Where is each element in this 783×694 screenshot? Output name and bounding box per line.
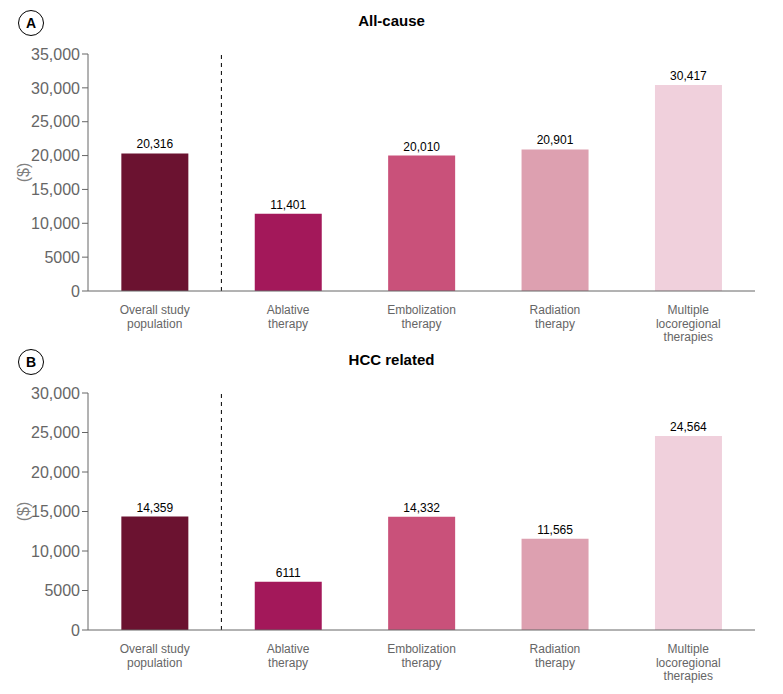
svg-text:11,565: 11,565	[537, 523, 573, 537]
svg-text:30,000: 30,000	[31, 80, 80, 97]
html-text:A: A	[25, 15, 37, 31]
html-text:All-cause: All-cause	[358, 12, 425, 29]
svg-text:Multiplelocoregionaltherapies: Multiplelocoregionaltherapies	[656, 642, 721, 684]
svg-text:20,901: 20,901	[537, 133, 574, 147]
svg-text:Radiationtherapy: Radiationtherapy	[530, 303, 581, 331]
html-text:B: B	[25, 354, 37, 370]
svg-text:14,332: 14,332	[403, 501, 440, 515]
svg-text:30,000: 30,000	[31, 385, 80, 402]
svg-text:10,000: 10,000	[31, 215, 80, 232]
svg-text:20,316: 20,316	[136, 137, 173, 151]
svg-text:Radiationtherapy: Radiationtherapy	[530, 642, 581, 670]
svg-text:35,000: 35,000	[31, 46, 80, 63]
svg-text:20,010: 20,010	[403, 140, 440, 154]
svg-text:0: 0	[71, 622, 80, 639]
svg-text:($): ($)	[15, 502, 32, 522]
svg-text:Overall studypopulation: Overall studypopulation	[120, 642, 190, 670]
svg-text:Ablativetherapy: Ablativetherapy	[267, 303, 310, 331]
svg-text:30,417: 30,417	[670, 69, 707, 83]
svg-text:14,359: 14,359	[136, 501, 173, 515]
svg-text:25,000: 25,000	[31, 113, 80, 130]
svg-text:Embolizationtherapy: Embolizationtherapy	[387, 642, 456, 670]
svg-text:($): ($)	[15, 163, 32, 183]
svg-text:25,000: 25,000	[31, 424, 80, 441]
svg-text:Ablativetherapy: Ablativetherapy	[267, 642, 310, 670]
svg-text:20,000: 20,000	[31, 147, 80, 164]
svg-text:Multiplelocoregionaltherapies: Multiplelocoregionaltherapies	[656, 303, 721, 345]
svg-text:6111: 6111	[276, 566, 301, 580]
svg-text:11,401: 11,401	[270, 198, 306, 212]
svg-text:24,564: 24,564	[670, 420, 707, 434]
svg-text:10,000: 10,000	[31, 543, 80, 560]
svg-text:20,000: 20,000	[31, 464, 80, 481]
html-text:HCC related: HCC related	[348, 351, 435, 368]
svg-text:15,000: 15,000	[31, 181, 80, 198]
svg-text:Overall studypopulation: Overall studypopulation	[120, 303, 190, 331]
svg-text:5000: 5000	[44, 582, 80, 599]
svg-text:0: 0	[71, 283, 80, 300]
svg-text:Embolizationtherapy: Embolizationtherapy	[387, 303, 456, 331]
svg-text:15,000: 15,000	[31, 503, 80, 520]
svg-text:5000: 5000	[44, 249, 80, 266]
